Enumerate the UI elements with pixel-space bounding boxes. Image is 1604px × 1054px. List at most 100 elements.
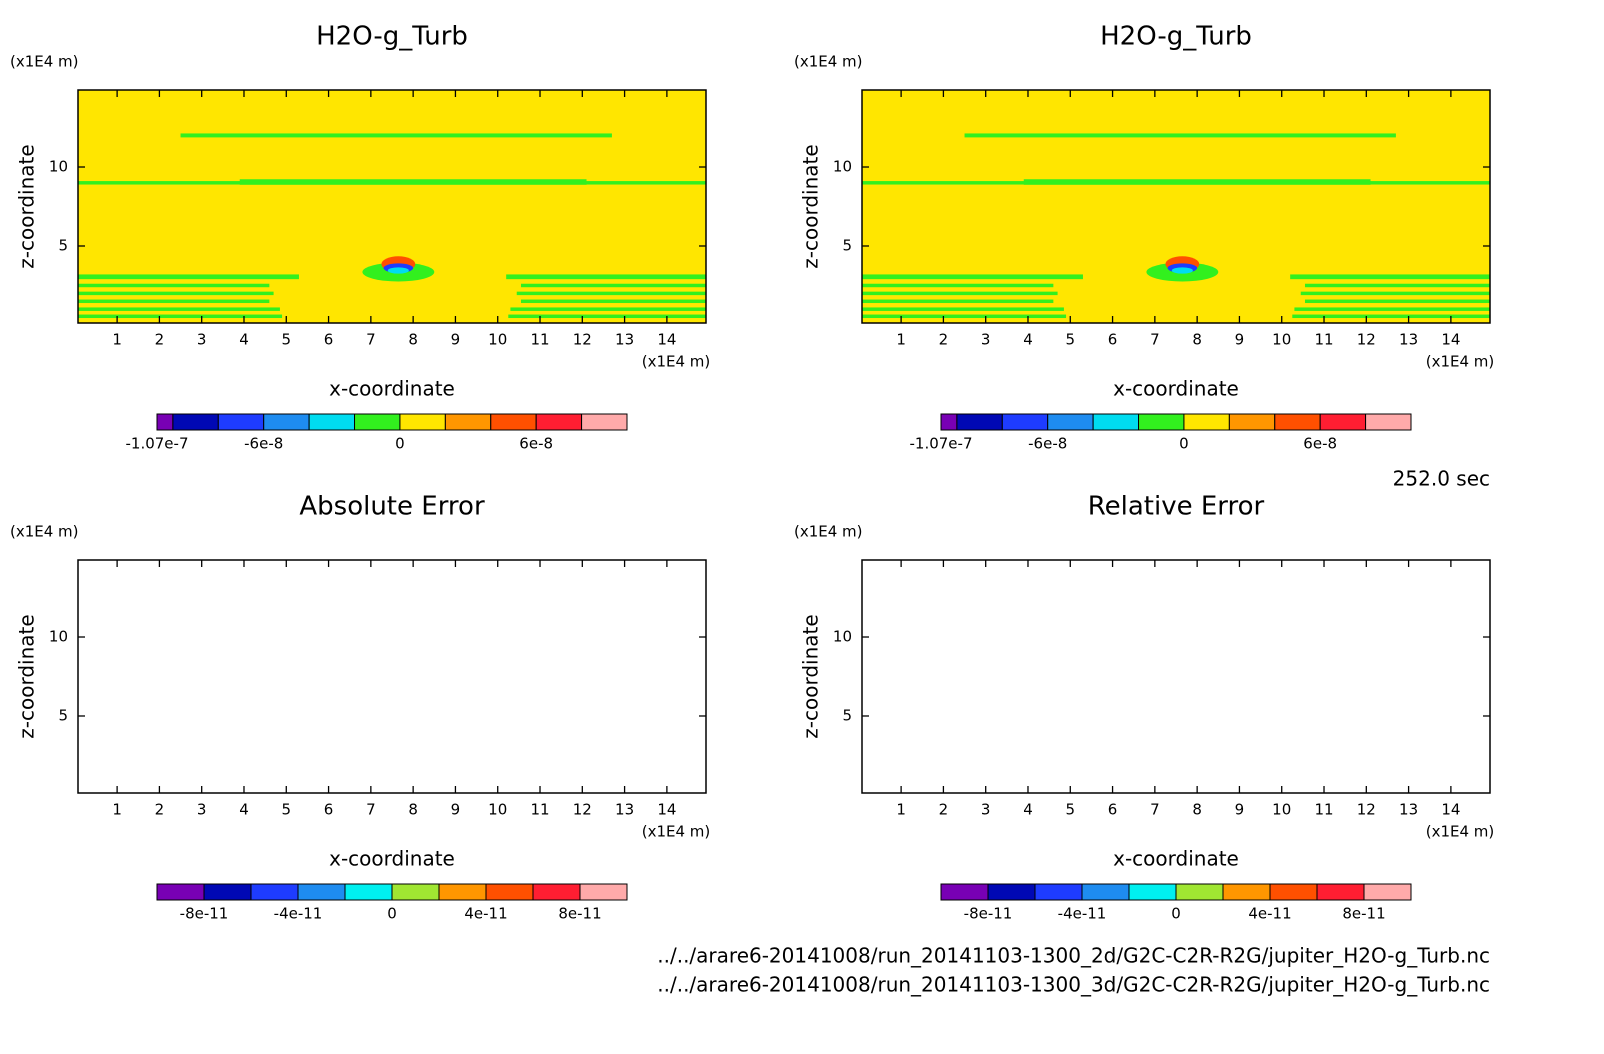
colorbar-cell — [1092, 413, 1140, 431]
colorbar-cell — [940, 413, 958, 431]
field-band — [520, 283, 706, 288]
x-tick-label: 14 — [657, 801, 676, 819]
colorbar-cell — [1316, 883, 1365, 901]
colorbar-cell — [391, 883, 440, 901]
plot-frame — [861, 89, 1491, 324]
field-band — [78, 291, 274, 296]
x-unit: (x1E4 m) — [1426, 353, 1495, 371]
colorbar-cell — [354, 413, 401, 431]
colorbar-label: -1.07e-7 — [910, 435, 973, 453]
x-tick-label: 11 — [1314, 801, 1333, 819]
x-tick-label: 7 — [1150, 331, 1160, 349]
colorbar-cell — [581, 413, 628, 431]
colorbar-cell — [399, 413, 446, 431]
colorbar-cell — [156, 413, 174, 431]
colorbar-label: 0 — [395, 435, 405, 453]
x-tick-label: 6 — [1108, 801, 1118, 819]
x-tick-label: 12 — [1357, 331, 1376, 349]
field-band — [508, 314, 706, 319]
colorbar-cell — [156, 883, 205, 901]
x-tick-label: 9 — [451, 801, 461, 819]
x-tick-label: 2 — [155, 801, 165, 819]
chart-title: Relative Error — [1088, 492, 1265, 522]
colorbar-cell — [1274, 413, 1321, 431]
x-tick-label: 12 — [573, 801, 592, 819]
x-tick-label: 10 — [1272, 331, 1291, 349]
field-band — [862, 307, 1064, 311]
y-tick-label: 5 — [842, 236, 852, 254]
y-tick-label: 5 — [58, 236, 68, 254]
colorbar-cell — [1183, 413, 1230, 431]
x-tick-label: 1 — [112, 801, 122, 819]
colorbar-cell — [1175, 883, 1224, 901]
colorbar-cell — [250, 883, 299, 901]
x-tick-label: 6 — [324, 331, 334, 349]
field-dome — [387, 267, 409, 274]
colorbar-label: -8e-11 — [180, 905, 229, 923]
x-tick-label: 9 — [451, 331, 461, 349]
colorbar-cell — [344, 883, 393, 901]
colorbar-cell — [1363, 883, 1412, 901]
colorbar-cell — [987, 883, 1036, 901]
x-tick-label: 8 — [1192, 331, 1202, 349]
y-tick-label: 5 — [58, 706, 68, 724]
field-band — [862, 314, 1067, 319]
field — [862, 90, 1490, 323]
x-tick-label: 13 — [615, 331, 634, 349]
colorbar-label: 0 — [1179, 435, 1189, 453]
x-tick-label: 4 — [1023, 801, 1033, 819]
x-tick-label: 6 — [1108, 331, 1118, 349]
field-band — [1304, 283, 1490, 288]
field-band — [862, 291, 1058, 296]
colorbar-cell — [1128, 883, 1177, 901]
x-axis-label: x-coordinate — [329, 377, 455, 401]
file-path: ../../arare6-20141008/run_20141103-1300_… — [657, 944, 1490, 968]
x-tick-label: 10 — [488, 331, 507, 349]
colorbar-cell — [579, 883, 628, 901]
x-tick-label: 5 — [282, 331, 292, 349]
x-tick-label: 2 — [939, 801, 949, 819]
colorbar-cell — [490, 413, 537, 431]
x-tick-label: 7 — [1150, 801, 1160, 819]
x-tick-label: 7 — [366, 801, 376, 819]
x-tick-label: 13 — [1399, 801, 1418, 819]
field-band — [78, 299, 270, 304]
field-background — [862, 90, 1490, 323]
colorbar-cell — [172, 413, 219, 431]
plot-frame — [861, 559, 1491, 794]
colorbar-cell — [1047, 413, 1094, 431]
y-axis-label: z-coordinate — [15, 614, 39, 738]
chart-title: H2O-g_Turb — [316, 22, 468, 52]
y-axis-label: z-coordinate — [799, 144, 823, 268]
y-unit: (x1E4 m) — [794, 523, 863, 541]
field — [78, 90, 706, 323]
colorbar-label: -4e-11 — [1058, 905, 1107, 923]
x-tick-label: 11 — [530, 331, 549, 349]
colorbar-label: 6e-8 — [519, 435, 553, 453]
y-axis-label: z-coordinate — [15, 144, 39, 268]
x-tick-label: 8 — [1192, 801, 1202, 819]
colorbar-cell — [203, 883, 252, 901]
x-unit: (x1E4 m) — [642, 823, 711, 841]
y-tick-label: 10 — [833, 628, 852, 646]
field-band — [1023, 179, 1371, 185]
x-tick-label: 13 — [615, 801, 634, 819]
field-band — [239, 179, 587, 185]
plot-frame — [77, 559, 707, 794]
colorbar-label: 4e-11 — [1248, 905, 1291, 923]
field-band — [520, 299, 706, 304]
colorbar-cell — [1269, 883, 1318, 901]
colorbar-label: 4e-11 — [464, 905, 507, 923]
y-tick-label: 5 — [842, 706, 852, 724]
x-tick-label: 8 — [408, 801, 418, 819]
x-axis-label: x-coordinate — [329, 847, 455, 871]
x-axis-label: x-coordinate — [1113, 847, 1239, 871]
field-band — [180, 133, 612, 138]
field-band — [862, 299, 1054, 304]
x-tick-label: 3 — [197, 331, 207, 349]
field-band — [78, 274, 299, 280]
colorbar-cell — [1319, 413, 1367, 431]
file-path: ../../arare6-20141008/run_20141103-1300_… — [657, 973, 1490, 997]
x-tick-label: 2 — [939, 331, 949, 349]
x-tick-label: 14 — [1441, 801, 1460, 819]
